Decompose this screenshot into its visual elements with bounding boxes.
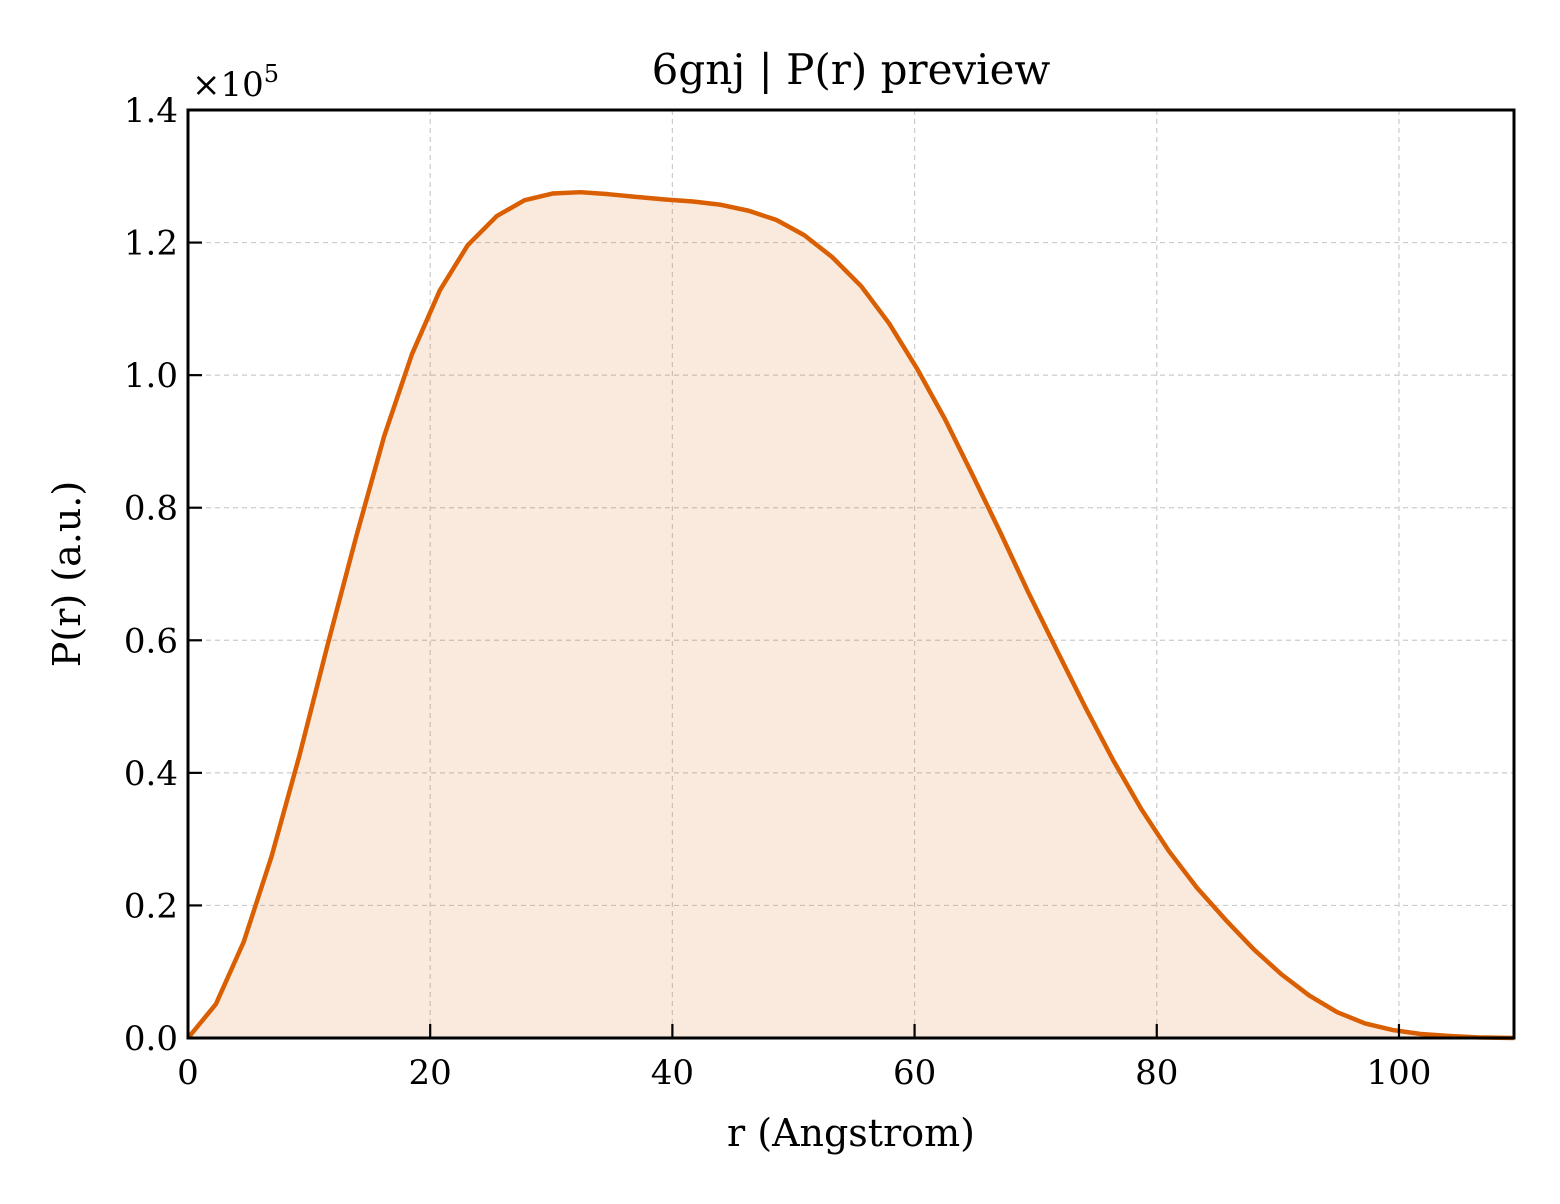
plot-frame — [186, 108, 1516, 1040]
y-scale-exponent: 5 — [264, 60, 279, 88]
y-tick-label: 0.4 — [124, 754, 178, 794]
y-tick-label: 0.2 — [124, 886, 178, 926]
y-axis-label: P(r) (a.u.) — [45, 481, 89, 667]
y-tick-label: 0.6 — [124, 621, 178, 661]
x-tick-label: 0 — [177, 1053, 199, 1093]
y-tick-label: 0.8 — [124, 489, 178, 529]
pr-series-line — [186, 189, 1515, 1041]
pr-area-fill — [188, 192, 1514, 1038]
y-tick-label: 0.0 — [124, 1019, 178, 1059]
x-tick-label: 80 — [1135, 1053, 1178, 1093]
y-tick-label: 1.0 — [124, 356, 178, 396]
x-tick-label: 40 — [651, 1053, 694, 1093]
chart-title: 6gnj | P(r) preview — [652, 45, 1051, 94]
x-tick-label: 20 — [409, 1053, 452, 1093]
x-tick-label: 100 — [1367, 1053, 1432, 1093]
y-scale-factor: ×105 — [192, 60, 279, 105]
x-axis-label: r (Angstrom) — [727, 1111, 975, 1155]
y-tick-label: 1.4 — [124, 91, 178, 131]
grid — [188, 110, 1514, 1038]
axis-ticks: 0 20 40 60 80 100 0.0 0.2 0.4 0.6 0.8 1.0 1.2 1.4 — [124, 91, 1431, 1093]
x-tick-label: 60 — [893, 1053, 936, 1093]
y-scale-prefix: ×10 — [192, 65, 264, 105]
y-tick-label: 1.2 — [124, 224, 178, 264]
